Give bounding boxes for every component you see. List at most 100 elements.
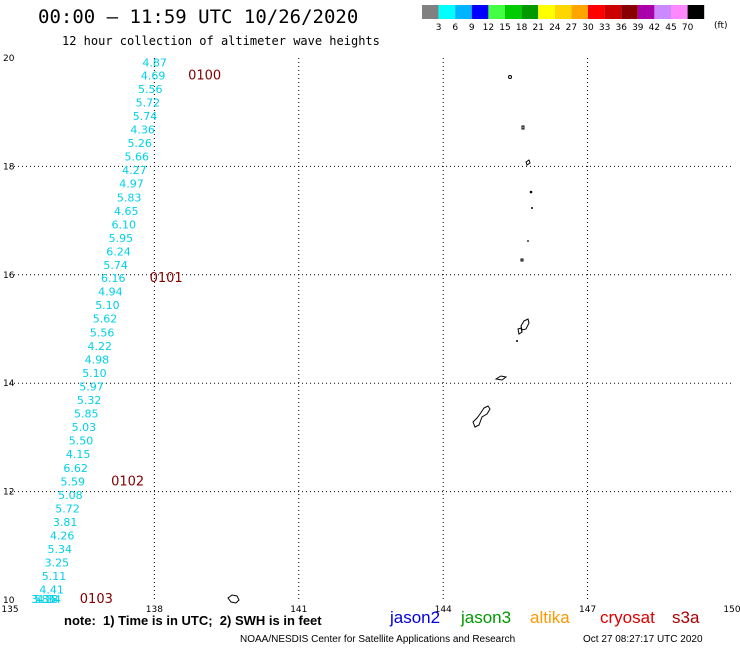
footer-generated: Oct 27 08:27:17 UTC 2020 <box>583 634 703 645</box>
legend-unit: (ft) <box>714 21 728 31</box>
wave-height-value: 3.25 <box>45 557 70 570</box>
legend-label: 39 <box>632 23 644 33</box>
satellite-jason3: jason3 <box>461 608 512 627</box>
legend-swatch-70 <box>671 5 688 19</box>
legend-label: 27 <box>566 23 577 33</box>
legend-label: 33 <box>599 23 610 33</box>
legend-swatch-45 <box>654 5 671 19</box>
legend-swatch-36 <box>604 5 622 19</box>
wave-height-value: 5.83 <box>117 191 142 204</box>
lat-tick-label: 20 <box>3 54 15 64</box>
wave-height-value: 5.26 <box>127 137 152 150</box>
legend-label: 15 <box>499 23 510 33</box>
wave-height-value: 4.34 <box>36 593 61 606</box>
lon-tick-label: 138 <box>146 605 163 615</box>
wave-height-value: 5.56 <box>90 326 115 339</box>
legend-label: 36 <box>615 23 627 33</box>
legend-swatch-3 <box>422 5 439 19</box>
legend-label: 12 <box>483 23 494 33</box>
wave-height-legend: 3 6 9 12 15 18 21 24 27 30 33 36 39 42 45 70 <box>422 5 705 33</box>
wave-height-value: 5.97 <box>79 380 104 393</box>
wave-height-value: 4.94 <box>98 286 123 299</box>
wave-height-value: 5.85 <box>74 408 99 421</box>
legend-swatch-15 <box>488 5 505 19</box>
page-subtitle: 12 hour collection of altimeter wave hei… <box>62 34 380 48</box>
legend-swatch-6 <box>438 5 456 19</box>
legend-swatch-33 <box>588 5 605 19</box>
legend-label: 24 <box>549 23 561 33</box>
lat-tick-label: 10 <box>3 596 15 606</box>
lat-tick-label: 14 <box>3 379 15 389</box>
legend-swatch-39 <box>621 5 638 19</box>
wave-height-value: 5.18 <box>34 593 59 606</box>
island-sarigan <box>520 258 524 262</box>
legend-swatch-27 <box>554 5 572 19</box>
wave-height-value: 5.03 <box>72 421 97 434</box>
wave-height-value: 5.34 <box>48 543 73 556</box>
legend-label: 3 <box>436 23 442 33</box>
legend-swatch-9 <box>455 5 472 19</box>
island-tinian <box>517 327 523 335</box>
legend-label: 45 <box>665 23 676 33</box>
wave-height-value: 4.41 <box>39 584 64 597</box>
satellite-altika: altika <box>530 608 570 627</box>
wave-height-value: 5.10 <box>82 367 107 380</box>
island-guam <box>472 405 491 428</box>
wave-height-value: 4.97 <box>119 178 144 191</box>
island-farallon <box>508 75 512 79</box>
island-pagan <box>529 190 533 194</box>
legend-label: 42 <box>649 23 660 33</box>
wave-height-value: 5.62 <box>93 313 118 326</box>
wave-height-value: 5.59 <box>61 475 86 488</box>
wave-height-value: 5.72 <box>55 502 79 515</box>
legend-swatch-24 <box>538 5 555 19</box>
wave-height-value: 5.11 <box>42 570 67 583</box>
wave-height-value: 5.66 <box>125 151 150 164</box>
wave-height-value: 4.87 <box>142 56 167 69</box>
lat-tick-label: 12 <box>3 488 14 498</box>
legend-label: 30 <box>582 23 594 33</box>
island-alamagan <box>531 207 533 209</box>
island-rota <box>494 375 508 381</box>
legend-swatch-21 <box>521 5 539 19</box>
wave-height-value: 6.24 <box>106 245 130 258</box>
wave-height-value: 6.16 <box>101 272 126 285</box>
wave-height-value: 5.32 <box>77 394 102 407</box>
legend-swatch-max <box>687 5 705 19</box>
island-saipan <box>520 318 530 331</box>
wave-height-value: 6.62 <box>63 462 88 475</box>
island-agrihan <box>525 159 531 166</box>
wave-height-value: 4.69 <box>141 69 166 82</box>
legend-label: 21 <box>532 23 543 33</box>
wave-height-value: 4.65 <box>114 205 139 218</box>
lon-tick-label: 144 <box>435 605 452 615</box>
lon-tick-label: 141 <box>290 605 307 615</box>
satellite-jason2: jason2 <box>390 608 441 627</box>
island-aguijan <box>516 340 518 342</box>
lon-tick-label: 150 <box>723 605 740 615</box>
time-labels: 0100 0101 0102 0103 <box>80 68 221 607</box>
island-ngulu <box>227 594 240 604</box>
lon-tick-label: 135 <box>1 605 18 615</box>
lat-tick-label: 16 <box>3 271 15 281</box>
wave-height-value: 5.74 <box>133 110 158 123</box>
satellite-cryosat: cryosat <box>600 608 655 627</box>
wave-height-value: 4.22 <box>87 340 112 353</box>
page-title: 00:00 — 11:59 UTC 10/26/2020 <box>38 6 359 28</box>
wave-height-value: 5.08 <box>58 489 82 502</box>
altimeter-track: 4.874.695.565.725.744.365.265.664.274.97… <box>31 56 167 606</box>
wave-height-value: 5.50 <box>69 435 94 448</box>
lon-tick-label: 147 <box>579 605 596 615</box>
wave-height-value: 4.27 <box>122 164 147 177</box>
map-grid <box>10 58 732 600</box>
wave-height-value: 3.86 <box>31 593 55 606</box>
time-label: 0100 <box>188 68 221 83</box>
wave-height-value: 4.98 <box>85 353 110 366</box>
wave-height-value: 6.10 <box>112 218 137 231</box>
legend-label: 6 <box>452 23 458 33</box>
wave-height-value: 5.56 <box>138 83 163 96</box>
wave-height-value: 5.74 <box>103 259 128 272</box>
wave-height-value: 4.15 <box>66 448 91 461</box>
footer-note: note: 1) Time is in UTC; 2) SWH is in fe… <box>64 613 322 628</box>
